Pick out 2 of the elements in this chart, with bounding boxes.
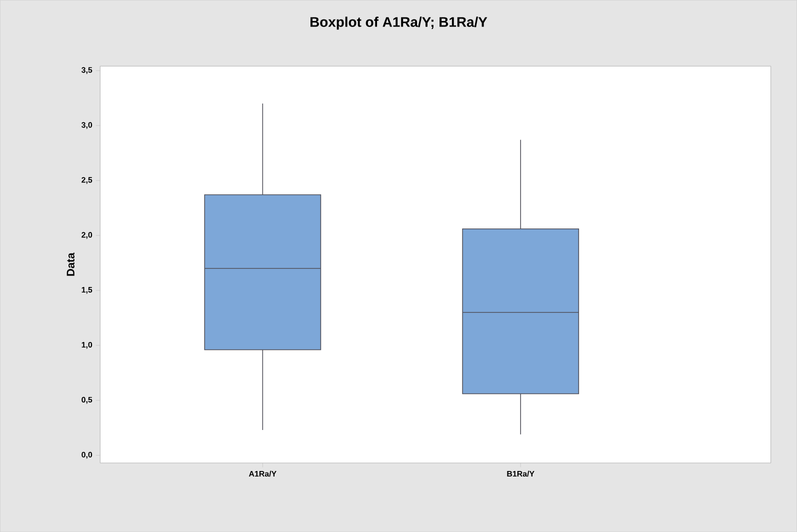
chart-title: Boxplot of A1Ra/Y; B1Ra/Y <box>310 16 488 30</box>
y-axis-title: Data <box>66 252 74 276</box>
